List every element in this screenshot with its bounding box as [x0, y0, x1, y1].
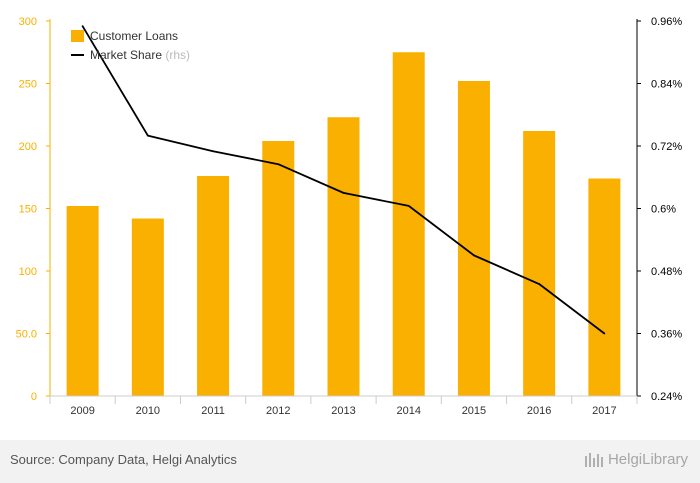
- left-tick-label: 50.0: [16, 329, 37, 341]
- bar-2010: [131, 218, 164, 396]
- bar-2013: [327, 117, 360, 396]
- left-tick-label: 300: [19, 16, 37, 28]
- line-point-2012: [277, 163, 280, 166]
- right-tick-label: 0.36%: [651, 329, 682, 341]
- bar-2011: [197, 176, 230, 396]
- left-tick-label: 250: [19, 79, 37, 91]
- right-tick-label: 0.84%: [651, 79, 682, 91]
- left-tick-label: 200: [19, 141, 37, 153]
- left-tick-label: 150: [19, 204, 37, 216]
- legend-swatch-customer-loans: [71, 30, 84, 42]
- source-text: Source: Company Data, Helgi Analytics: [10, 452, 237, 467]
- line-point-2009: [81, 25, 84, 28]
- brand-name: HelgiLibrary: [607, 450, 688, 468]
- bar-2017: [588, 178, 621, 396]
- line-point-2011: [212, 150, 214, 153]
- bar-2012: [262, 141, 295, 396]
- right-tick-label: 0.48%: [651, 266, 682, 278]
- legend-label-market-share: Market Share (rhs): [90, 48, 190, 62]
- left-tick-label: 100: [19, 266, 37, 278]
- brand-logo[interactable]: HelgiLibrary: [584, 450, 688, 468]
- line-point-2015: [473, 254, 475, 257]
- x-tick-label: 2012: [266, 405, 290, 417]
- x-tick-label: 2010: [136, 405, 160, 417]
- x-tick-label: 2011: [201, 405, 225, 417]
- bar-2015: [457, 81, 490, 396]
- x-tick-label: 2016: [527, 405, 551, 417]
- bar-2009: [66, 206, 99, 396]
- x-tick-label: 2015: [462, 405, 486, 417]
- chart: 0 50.0 100 150 200 250 300 0.24% 0.36% 0.48% 0.6% 0…: [16, 16, 683, 417]
- x-tick-label: 2017: [592, 405, 616, 417]
- legend-rhs-suffix: (rhs): [162, 48, 190, 62]
- left-tick-label: 0: [31, 391, 37, 403]
- bar-2014: [392, 52, 425, 396]
- line-point-2017: [603, 332, 606, 335]
- bar-2016: [523, 131, 556, 396]
- footer: Source: Company Data, Helgi Analytics He…: [0, 440, 700, 483]
- line-point-2010: [146, 134, 149, 137]
- line-point-2016: [538, 283, 541, 285]
- right-tick-label: 0.24%: [651, 391, 682, 403]
- x-tick-label: 2009: [70, 405, 94, 417]
- line-point-2014: [407, 204, 410, 207]
- line-point-2013: [342, 191, 345, 194]
- right-tick-label: 0.6%: [651, 204, 676, 216]
- library-icon: [584, 453, 603, 467]
- right-tick-label: 0.72%: [651, 141, 682, 153]
- x-tick-label: 2014: [396, 405, 420, 417]
- chart-svg: 0 50.0 100 150 200 250 300 0.24% 0.36% 0.48% 0.6% 0…: [16, 16, 683, 417]
- x-tick-label: 2013: [331, 405, 355, 417]
- legend-label-customer-loans: Customer Loans: [90, 29, 178, 43]
- right-tick-label: 0.96%: [651, 16, 682, 28]
